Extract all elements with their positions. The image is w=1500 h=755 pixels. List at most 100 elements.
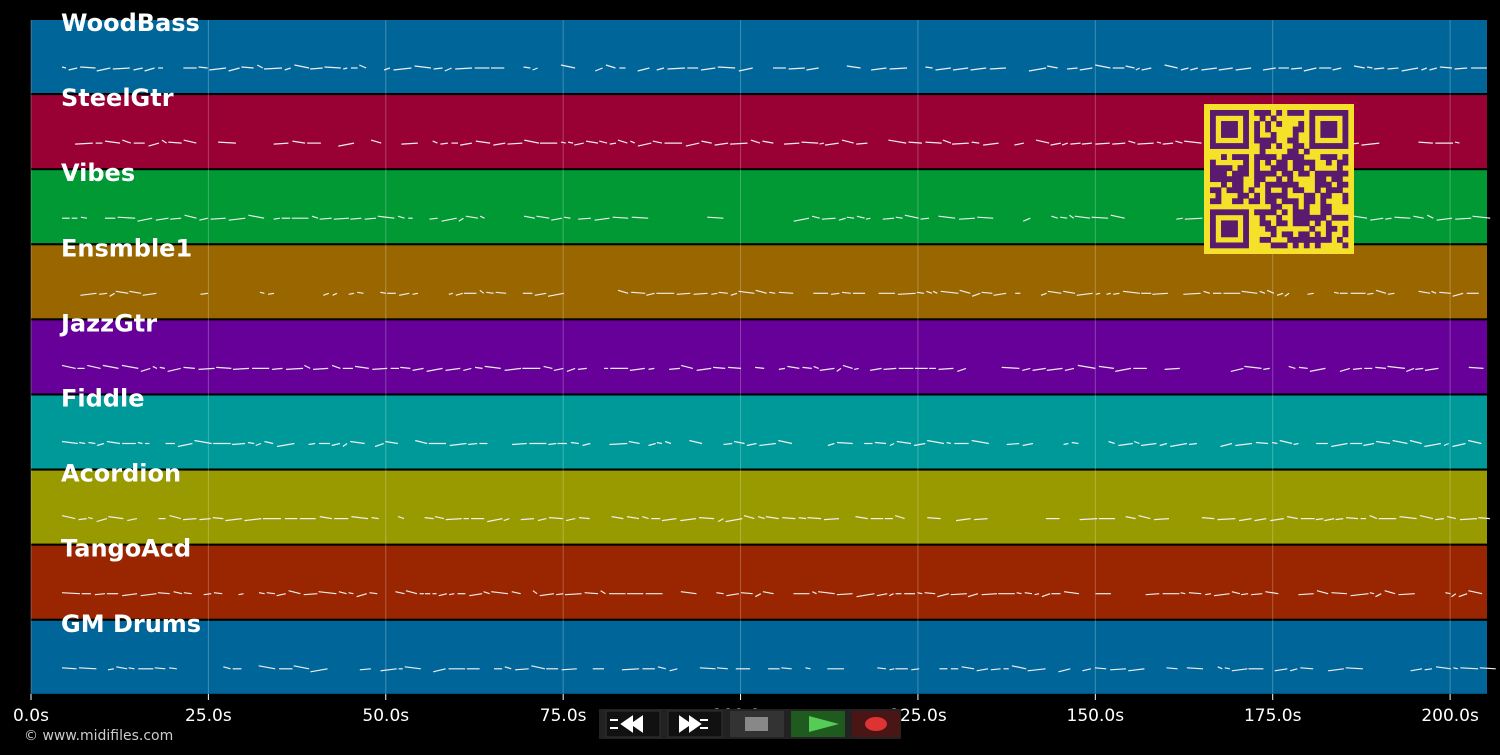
- note: [1369, 515, 1378, 520]
- note: [617, 139, 628, 144]
- qr-module: [1215, 198, 1222, 205]
- note: [433, 67, 443, 70]
- note: [812, 591, 817, 595]
- qr-module: [1226, 126, 1233, 133]
- qr-module: [1325, 231, 1332, 238]
- note: [727, 366, 741, 369]
- record-button[interactable]: [852, 711, 900, 737]
- note: [1376, 440, 1391, 445]
- note: [1180, 592, 1186, 595]
- note: [424, 517, 434, 520]
- note: [184, 214, 197, 219]
- qr-module: [1298, 143, 1305, 149]
- qr-module: [1320, 236, 1327, 243]
- qr-module: [1336, 165, 1343, 172]
- note: [889, 668, 895, 671]
- qr-module: [1237, 143, 1244, 149]
- note: [582, 442, 591, 447]
- qr-module: [1215, 187, 1222, 194]
- note: [813, 365, 819, 369]
- qr-module: [1265, 236, 1272, 243]
- stop-button[interactable]: [730, 711, 784, 737]
- note: [75, 142, 93, 145]
- note: [698, 517, 715, 520]
- note: [491, 591, 509, 595]
- note: [1028, 67, 1047, 72]
- note: [637, 142, 652, 147]
- qr-module: [1270, 115, 1277, 122]
- note: [1251, 593, 1263, 596]
- note: [449, 442, 467, 447]
- note: [1188, 592, 1202, 595]
- note: [313, 367, 329, 370]
- qr-module: [1265, 110, 1272, 116]
- note: [531, 665, 546, 670]
- qr-module: [1265, 143, 1272, 149]
- qr-module: [1270, 132, 1277, 138]
- qr-module: [1232, 220, 1238, 227]
- qr-module: [1331, 110, 1338, 116]
- qr-module: [1237, 176, 1244, 183]
- note: [889, 67, 908, 70]
- note: [1166, 667, 1178, 670]
- qr-module: [1309, 110, 1316, 116]
- note: [718, 291, 728, 294]
- qr-module: [1226, 231, 1233, 238]
- note: [448, 593, 455, 596]
- qr-module: [1292, 110, 1299, 116]
- note: [524, 139, 540, 144]
- tick-label: 175.0s: [1244, 706, 1302, 726]
- note: [821, 217, 836, 220]
- note: [61, 592, 80, 595]
- note: [1369, 592, 1375, 595]
- note: [137, 217, 153, 222]
- note: [717, 66, 736, 69]
- note: [1436, 217, 1453, 221]
- rewind-button[interactable]: [605, 710, 661, 738]
- note: [1184, 140, 1202, 144]
- note: [870, 367, 882, 371]
- play-button[interactable]: [791, 711, 845, 737]
- note: [642, 516, 649, 520]
- stop-icon: [745, 717, 768, 731]
- note: [487, 518, 503, 523]
- qr-module: [1342, 225, 1349, 232]
- qr-module: [1259, 209, 1266, 216]
- note: [137, 441, 143, 445]
- track-name: Acordion: [61, 460, 181, 488]
- note: [108, 516, 124, 520]
- note: [1094, 667, 1107, 670]
- forward-button[interactable]: [667, 710, 723, 738]
- note: [532, 590, 538, 595]
- note: [88, 441, 96, 445]
- note: [520, 518, 535, 521]
- qr-module: [1237, 170, 1244, 177]
- qr-module: [1309, 115, 1316, 122]
- note: [584, 592, 599, 595]
- note: [548, 517, 563, 520]
- qr-module: [1221, 181, 1227, 188]
- qr-module: [1270, 203, 1277, 210]
- note: [536, 215, 550, 219]
- qr-module: [1232, 170, 1238, 177]
- qr-module: [1210, 170, 1216, 177]
- note: [484, 365, 501, 369]
- note: [927, 517, 941, 520]
- note: [1460, 667, 1479, 670]
- note: [836, 441, 853, 445]
- note: [1290, 67, 1303, 70]
- qr-module: [1331, 143, 1338, 149]
- note: [1006, 442, 1020, 446]
- note: [553, 367, 564, 371]
- note: [626, 516, 639, 520]
- note: [117, 216, 136, 219]
- tick-label: 50.0s: [362, 706, 409, 726]
- qr-module: [1210, 214, 1216, 221]
- note: [129, 290, 142, 294]
- note: [333, 217, 349, 220]
- note: [757, 516, 765, 520]
- qr-module: [1215, 143, 1222, 149]
- note: [959, 217, 975, 220]
- qr-module: [1221, 143, 1227, 149]
- note: [738, 67, 753, 72]
